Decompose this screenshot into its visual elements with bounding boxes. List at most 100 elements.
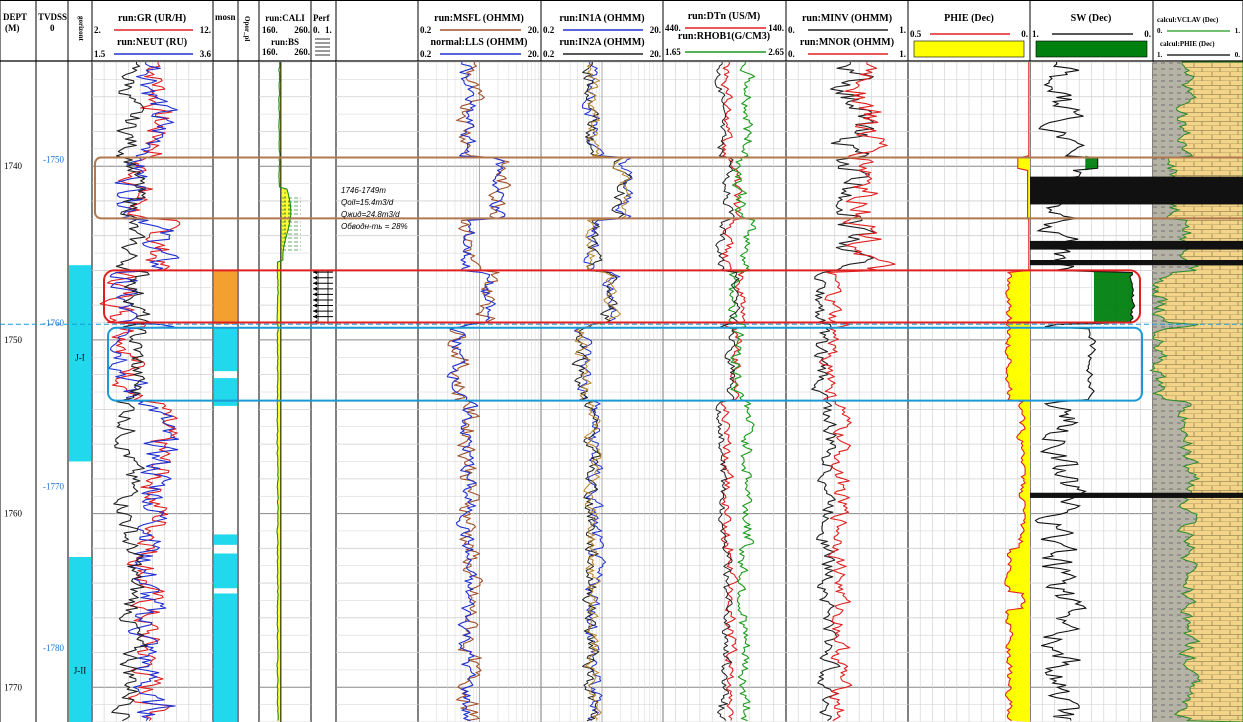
- coal-band: [1030, 240, 1153, 250]
- mosn-cyan: [214, 553, 237, 589]
- perf-arrow: [313, 286, 317, 291]
- perf-arrow: [313, 309, 317, 314]
- scale-max: 260.: [294, 47, 310, 57]
- coal-band: [1030, 260, 1153, 266]
- perf-note: Обводн-ть = 28%: [341, 222, 408, 231]
- zone-label: J-I: [75, 353, 85, 363]
- depth-tick: 1770: [4, 682, 23, 692]
- scale-min: 1.: [1157, 51, 1163, 59]
- rhob-curve: [728, 62, 757, 722]
- scale-max: 20.: [650, 25, 661, 35]
- scale-min: 1.65: [665, 47, 681, 57]
- track-title: run:IN1A (OHMM): [559, 13, 644, 24]
- track-title: run:MSFL (OHMM): [434, 13, 524, 24]
- track-title: run:RHOB1(G/CM3): [678, 31, 770, 42]
- scale-min: 160.: [262, 47, 278, 57]
- depth-tick: 1740: [4, 161, 23, 171]
- coal-band: [1030, 492, 1153, 498]
- tvdss-header: TVDSS: [38, 12, 67, 22]
- in1a-curve: [574, 62, 634, 722]
- perf-arrow: [313, 314, 317, 319]
- lith-coal: [1153, 492, 1243, 498]
- scale-max: 20.: [528, 25, 539, 35]
- fill-layer: [69, 61, 1243, 722]
- depth-labels: 1746-1749m Qoil=15.4m3/d Qжид=24.8m3/d Обво…: [4, 155, 408, 693]
- scale-max: 1.: [899, 25, 906, 35]
- scale-max: 1.: [1235, 27, 1241, 35]
- scale-min: 0.: [788, 49, 795, 59]
- induction-aux-curve: [574, 62, 631, 721]
- scale-max: 0.: [1235, 51, 1241, 59]
- scale-min: 1.: [1032, 29, 1039, 39]
- scale-max: 20.: [528, 49, 539, 59]
- lith-coal: [1153, 176, 1243, 205]
- mosn-cyan: [214, 593, 237, 722]
- zone-j2-band: [69, 557, 91, 722]
- mosn-cyan: [214, 534, 237, 545]
- minv-curve: [811, 62, 878, 722]
- phie-curve: [1004, 62, 1030, 722]
- perf-arrow: [313, 303, 317, 308]
- scale-min: 1.5: [94, 49, 106, 59]
- depth-tick: 1760: [4, 509, 23, 519]
- track-title: calcul:VCLAV (Dec): [1157, 16, 1219, 24]
- mosn-header: mosn: [215, 12, 236, 22]
- scale-min: 0.2: [543, 49, 555, 59]
- zone-j1-band: [69, 265, 91, 462]
- tvdss-tick: -1770: [43, 481, 64, 491]
- mnor-curve: [818, 62, 896, 722]
- scale-max: 0.: [1144, 29, 1151, 39]
- track-title: Perf: [313, 13, 330, 23]
- scale-max: 1.: [899, 49, 906, 59]
- coal-band: [1030, 176, 1153, 205]
- tvdss-unit: 0: [50, 23, 55, 33]
- scale-max: 0.: [1021, 29, 1028, 39]
- perf-arrow: [313, 281, 317, 286]
- scale-min: 0.2: [543, 25, 555, 35]
- sw-legend-fill: [1035, 40, 1148, 58]
- dept-unit: (M): [5, 23, 20, 33]
- scale-min: 0.: [788, 25, 795, 35]
- track-title: normal:LLS (OHMM): [431, 37, 528, 48]
- track-title: run:NEUT (RU): [117, 37, 187, 48]
- curve-layer: [99, 62, 1136, 722]
- scale-max: 3.6: [200, 49, 212, 59]
- depth-tick: 1750: [4, 335, 23, 345]
- scale-min: 0.2: [420, 25, 432, 35]
- gr-aux-curve: [111, 62, 152, 722]
- cali-curve: [276, 62, 292, 721]
- mosn-cyan: [214, 327, 237, 372]
- interval-boxes: [0, 156, 1243, 402]
- interval-box-lower: [107, 326, 1143, 402]
- scale-max: 260.: [294, 25, 310, 35]
- perf-arrow: [313, 292, 317, 297]
- tvdss-tick: -1760: [43, 318, 64, 328]
- track-title: run:CALI: [265, 13, 305, 23]
- tvdss-tick: -1750: [43, 155, 64, 165]
- track-title: PHIE (Dec): [944, 13, 994, 24]
- perf-note: Qoil=15.4m3/d: [341, 198, 394, 207]
- scale-max: 140.: [768, 23, 784, 33]
- track-title: calcul:PHIE (Dec): [1160, 40, 1215, 48]
- track-title: run:IN2A (OHMM): [559, 37, 644, 48]
- mosn-cyan: [214, 378, 237, 406]
- scale-max: 1.: [325, 25, 332, 35]
- sw-fill: [1085, 62, 1135, 721]
- sw-curve: [1034, 62, 1136, 721]
- lith-coal: [1153, 260, 1243, 266]
- scale-min: 0.5: [910, 29, 922, 39]
- track-title: run:MNOR (OHMM): [800, 37, 894, 48]
- opor-header: Opor_pl: [243, 16, 251, 41]
- track-title: SW (Dec): [1071, 13, 1112, 24]
- tvdss-tick: -1780: [43, 643, 64, 653]
- zone-label: J-II: [74, 665, 87, 675]
- scale-min: 2.: [94, 25, 101, 35]
- scale-min: 0.: [1157, 27, 1163, 35]
- interval-box-upper: [94, 156, 1243, 220]
- scale-max: 20.: [650, 49, 661, 59]
- dt-aux-curve: [714, 62, 741, 721]
- scale-max: 2.65: [768, 47, 784, 57]
